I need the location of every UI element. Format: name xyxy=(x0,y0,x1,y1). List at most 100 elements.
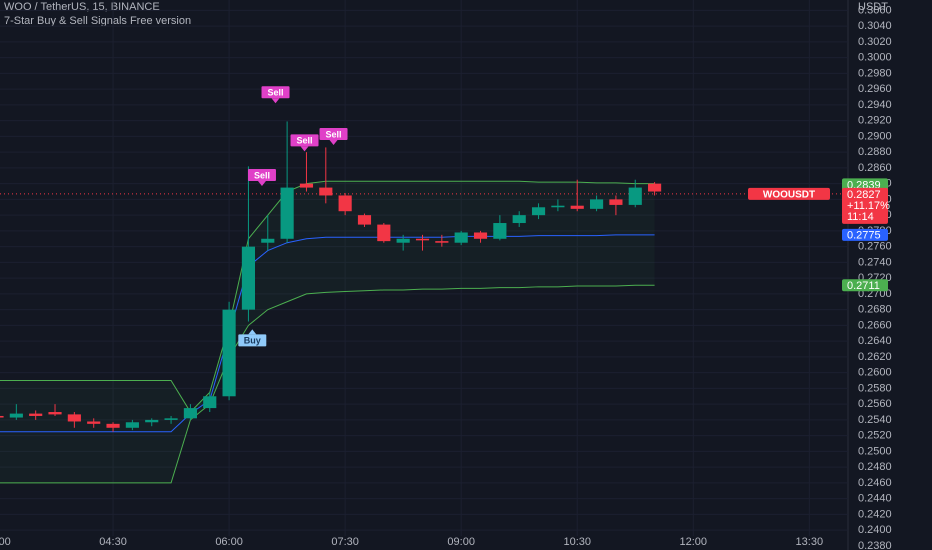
x-tick-label: 04:30 xyxy=(99,536,127,548)
signal-label: Sell xyxy=(254,170,270,180)
x-tick-label: 03:00 xyxy=(0,536,11,548)
x-tick-label: 10:30 xyxy=(563,536,591,548)
signal-box xyxy=(261,86,290,99)
last-price-label: 0.2827 xyxy=(847,189,881,201)
band-line xyxy=(0,284,655,484)
candle-body xyxy=(222,309,236,397)
candle-body xyxy=(609,199,623,205)
candle-body xyxy=(531,207,546,216)
symbol-label: WOOUSDT xyxy=(763,190,815,201)
candle-body xyxy=(241,246,256,310)
plot-area: Sell Sell Sell Sell Buy xyxy=(0,0,848,536)
y-tick-label: 0.2400 xyxy=(858,524,892,536)
candle-body xyxy=(551,205,565,208)
candle-body xyxy=(628,187,642,205)
price-tag-box xyxy=(842,228,888,241)
y-tick-label: 0.2680 xyxy=(858,304,892,316)
signal: Sell xyxy=(319,128,348,146)
candle-body xyxy=(589,199,604,209)
last-price-box xyxy=(842,187,888,224)
y-tick-label: 0.2880 xyxy=(858,146,892,158)
signal-label: Sell xyxy=(297,136,313,146)
candle-body xyxy=(203,396,217,409)
price-tag-box xyxy=(842,178,888,191)
signal: Sell xyxy=(247,168,276,186)
signal: Sell xyxy=(261,86,290,104)
candle-body xyxy=(280,187,294,239)
candle-body xyxy=(415,238,430,241)
signal-pointer xyxy=(300,146,309,152)
y-tick-label: 0.2920 xyxy=(858,115,892,127)
candle-body xyxy=(183,408,197,419)
signal-box xyxy=(290,134,319,147)
axis-unit: USDT xyxy=(858,1,888,13)
y-tick-label: 0.2740 xyxy=(858,256,892,268)
signal-pointer xyxy=(257,180,266,186)
candle-body xyxy=(648,183,662,192)
y-tick-label: 0.2580 xyxy=(858,382,892,394)
candle-body xyxy=(164,418,178,420)
symbol-box xyxy=(748,187,830,200)
y-tick-label: 0.2980 xyxy=(858,67,892,79)
y-tick-label: 0.2600 xyxy=(858,367,892,379)
candle-body xyxy=(338,195,352,212)
candle-body xyxy=(125,422,139,428)
y-tick-label: 0.2960 xyxy=(858,83,892,95)
y-tick-label: 0.2520 xyxy=(858,430,892,442)
change-label: +11.17% xyxy=(847,200,890,212)
candle-body xyxy=(145,419,159,423)
y-tick-label: 0.2480 xyxy=(858,461,892,473)
y-tick-label: 0.2660 xyxy=(858,319,892,331)
x-tick-label: 13:30 xyxy=(796,536,824,548)
candle-body xyxy=(396,238,410,243)
signal-box xyxy=(319,128,348,141)
y-tick-label: 0.3040 xyxy=(858,20,892,32)
y-tick-label: 0.2500 xyxy=(858,445,892,457)
y-tick-label: 0.2560 xyxy=(858,398,892,410)
candle-body xyxy=(0,415,4,418)
signal-label: Buy xyxy=(244,336,261,346)
y-tick-label: 0.2900 xyxy=(858,130,892,142)
y-tick-label: 0.2420 xyxy=(858,508,892,520)
x-tick-label: 06:00 xyxy=(215,536,243,548)
chart-title: WOO / TetherUS, 15, BINANCE xyxy=(4,1,160,13)
signal-box xyxy=(247,168,276,181)
y-tick-label: 0.3020 xyxy=(858,36,892,48)
signal-box xyxy=(238,334,267,347)
candle-body xyxy=(67,414,81,422)
candle-body xyxy=(9,413,23,418)
candle-body xyxy=(106,423,120,428)
price-tag-box xyxy=(842,279,888,292)
indicator-name: 7-Star Buy & Sell Signals Free version xyxy=(4,15,191,27)
candle-body xyxy=(261,238,275,243)
signal-pointer xyxy=(329,140,338,146)
candle-body xyxy=(435,241,449,243)
price-tag: 0.2711 xyxy=(842,279,888,292)
y-tick-label: 0.2460 xyxy=(858,477,892,489)
y-tick-label: 0.2760 xyxy=(858,241,892,253)
last-price: WOOUSDT 0.2827+11.17%11:14 xyxy=(748,187,890,224)
y-tick-label: 0.2940 xyxy=(858,99,892,111)
candle-body xyxy=(377,224,391,242)
y-tick-label: 0.2620 xyxy=(858,351,892,363)
y-tick-label: 0.2860 xyxy=(858,162,892,174)
candle-body xyxy=(319,187,333,196)
y-tick-label: 0.2440 xyxy=(858,493,892,505)
y-tick-label: 0.3000 xyxy=(858,52,892,64)
y-tick-label: 0.2640 xyxy=(858,335,892,347)
x-tick-label: 09:00 xyxy=(447,536,475,548)
candle-body xyxy=(299,183,314,188)
signal-label: Sell xyxy=(326,129,342,139)
countdown-label: 11:14 xyxy=(847,211,874,223)
signal-pointer xyxy=(271,98,280,104)
x-tick-label: 12:00 xyxy=(680,536,708,548)
candle-body xyxy=(493,223,507,239)
candle-body xyxy=(473,232,488,239)
x-tick-label: 07:30 xyxy=(331,536,359,548)
candle-body xyxy=(512,215,526,224)
band-line xyxy=(0,234,655,433)
price-tag-label: 0.2711 xyxy=(847,280,880,292)
candle-body xyxy=(87,421,101,424)
